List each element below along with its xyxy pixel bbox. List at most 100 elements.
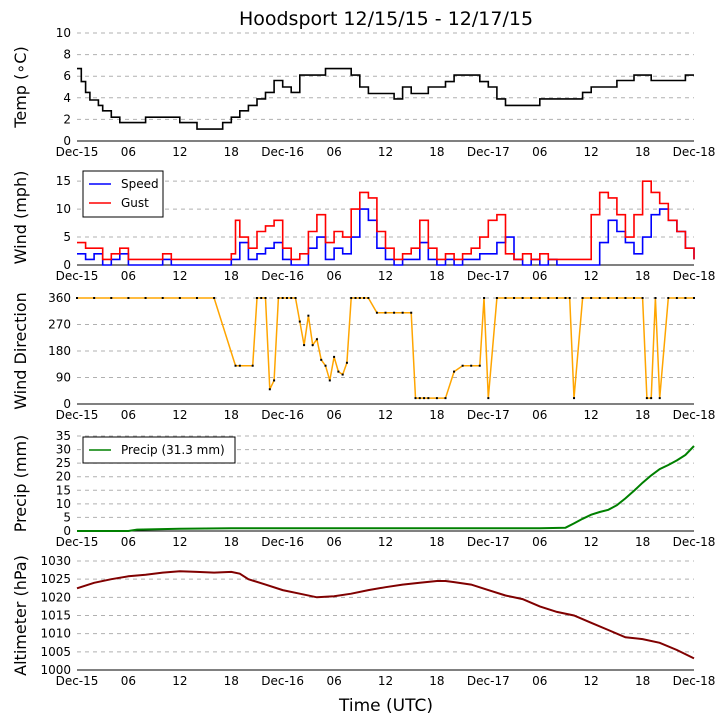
- x-tick-label: Dec-17: [467, 145, 510, 159]
- y-tick-label: 1030: [40, 554, 71, 568]
- x-tick-label: Dec-17: [467, 674, 510, 688]
- x-tick-label: 18: [224, 269, 239, 283]
- y-axis-title: Wind (mph): [11, 171, 30, 265]
- y-axis-title: Temp (∘C): [11, 46, 30, 128]
- y-tick-label: 0: [63, 397, 71, 411]
- data-point: [303, 344, 306, 347]
- y-tick-label: 1010: [40, 627, 71, 641]
- legend-label: Gust: [121, 196, 149, 210]
- x-tick-label: Dec-16: [261, 674, 304, 688]
- altimeter-series-line: [76, 570, 695, 660]
- y-tick-label: 20: [56, 470, 71, 484]
- x-tick-label: Dec-18: [673, 145, 716, 159]
- legend-label: Precip (31.3 mm): [121, 443, 225, 457]
- x-tick-label: 06: [326, 674, 341, 688]
- y-tick-label: 30: [56, 443, 71, 457]
- y-tick-label: 0: [63, 134, 71, 148]
- data-point: [178, 297, 181, 299]
- data-point: [401, 311, 404, 314]
- y-tick-label: 5: [63, 510, 71, 524]
- x-tick-label: Dec-18: [673, 408, 716, 422]
- data-point: [358, 297, 361, 299]
- y-tick-label: 0: [63, 258, 71, 272]
- y-tick-label: 15: [56, 174, 71, 188]
- y-tick-label: 6: [63, 69, 71, 83]
- data-point: [654, 297, 657, 299]
- y-axis-title: Altimeter (hPa): [11, 555, 30, 676]
- data-point: [470, 364, 473, 367]
- data-point: [110, 297, 113, 299]
- y-tick-label: 25: [56, 456, 71, 470]
- x-tick-label: 06: [326, 145, 341, 159]
- data-point: [641, 297, 644, 299]
- data-point: [607, 297, 610, 299]
- y-tick-label: 90: [56, 371, 71, 385]
- data-point: [354, 297, 357, 299]
- y-tick-label: 270: [48, 318, 71, 332]
- data-point: [633, 297, 636, 299]
- x-tick-label: 12: [172, 145, 187, 159]
- y-tick-label: 4: [63, 91, 71, 105]
- data-point: [414, 397, 417, 400]
- data-point: [76, 297, 78, 299]
- data-point: [375, 311, 378, 314]
- x-tick-label: 18: [429, 674, 444, 688]
- data-point: [513, 297, 516, 299]
- x-tick-label: 06: [532, 269, 547, 283]
- x-tick-label: 12: [378, 674, 393, 688]
- x-tick-label: 06: [121, 674, 136, 688]
- data-point: [363, 297, 366, 299]
- x-tick-label: 06: [121, 269, 136, 283]
- panel-wind_direction: 0 90 180 270 360 Dec-15 06 12 18 Dec-16 06 12 18 Dec-…: [11, 291, 715, 422]
- data-point: [384, 311, 387, 314]
- x-tick-label: Dec-15: [56, 269, 99, 283]
- data-point: [418, 397, 421, 400]
- x-tick-label: 12: [584, 674, 599, 688]
- legend-label: Speed: [121, 177, 159, 191]
- gust-series-line: [77, 180, 695, 261]
- x-tick-label: 12: [172, 408, 187, 422]
- data-point: [260, 297, 263, 299]
- y-tick-label: 1025: [40, 572, 71, 586]
- x-tick-label: Dec-15: [56, 408, 99, 422]
- data-point: [341, 373, 344, 376]
- data-point: [410, 311, 413, 314]
- data-point: [345, 361, 348, 364]
- y-tick-label: 10: [56, 26, 71, 40]
- data-point: [495, 297, 498, 299]
- data-point: [350, 297, 353, 299]
- x-tick-label: 18: [224, 408, 239, 422]
- data-point: [693, 297, 695, 299]
- data-point: [684, 297, 687, 299]
- x-tick-label: Dec-16: [261, 269, 304, 283]
- data-point: [251, 364, 254, 367]
- x-tick-label: 06: [121, 145, 136, 159]
- data-point: [285, 297, 288, 299]
- data-point: [213, 297, 216, 299]
- x-tick-label: 18: [224, 674, 239, 688]
- data-point: [234, 364, 237, 367]
- data-point: [555, 297, 558, 299]
- x-tick-label: 06: [532, 674, 547, 688]
- x-tick-label: Dec-15: [56, 674, 99, 688]
- data-point: [573, 397, 576, 400]
- x-tick-label: 06: [326, 535, 341, 549]
- data-point: [161, 297, 164, 299]
- x-tick-label: 18: [635, 535, 650, 549]
- x-tick-label: 18: [429, 408, 444, 422]
- data-point: [478, 364, 481, 367]
- data-point: [281, 297, 284, 299]
- temperature-series-line: [77, 67, 694, 130]
- x-tick-label: 18: [635, 408, 650, 422]
- x-tick-label: Dec-18: [673, 535, 716, 549]
- data-point: [504, 297, 507, 299]
- data-point: [650, 397, 653, 400]
- data-point: [268, 388, 271, 391]
- data-point: [453, 370, 456, 373]
- y-tick-label: 1005: [40, 645, 71, 659]
- data-point: [144, 297, 147, 299]
- data-point: [547, 297, 550, 299]
- data-point: [615, 297, 618, 299]
- data-point: [530, 297, 533, 299]
- y-tick-label: 15: [56, 483, 71, 497]
